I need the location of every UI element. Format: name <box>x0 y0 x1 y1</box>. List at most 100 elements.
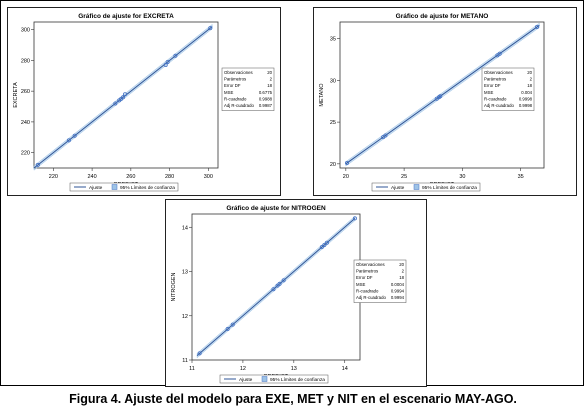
legend-ci-swatch <box>111 184 118 190</box>
stats-value: 18 <box>527 83 532 88</box>
stats-label: R-cuadrado <box>356 288 379 293</box>
y-tick-label: 12 <box>182 314 188 320</box>
data-point <box>497 51 502 56</box>
stats-label: Parámetros <box>224 77 246 82</box>
fit-line <box>345 24 540 165</box>
x-tick-label: 12 <box>240 366 246 372</box>
x-tick-label: 14 <box>342 366 348 372</box>
legend-ci-swatch <box>413 184 420 190</box>
stats-value: 0.004 <box>521 90 532 95</box>
stats-value: 2 <box>270 77 273 82</box>
x-tick-label: 300 <box>204 174 213 180</box>
legend-fit-label: Ajuste <box>239 377 253 383</box>
y-tick-label: 20 <box>330 162 336 168</box>
stats-value: 0.9988 <box>259 96 273 101</box>
data-point <box>535 25 540 30</box>
stats-value: 0.9998 <box>519 103 533 108</box>
stats-table <box>221 67 275 111</box>
data-point <box>165 59 170 64</box>
data-point <box>344 160 349 165</box>
stats-label: Adj R-cuadrado <box>356 295 386 300</box>
legend-ci-label: 95% Límites de confianza <box>270 377 325 383</box>
data-point <box>352 216 357 221</box>
stats-label: MSE <box>224 90 233 95</box>
figure-frame: Gráfico de ajuste for EXCRETA 220 240 260 28… <box>0 0 584 387</box>
data-point <box>230 322 235 327</box>
stats-table <box>481 67 535 111</box>
y-tick-label: 11 <box>182 358 188 364</box>
y-axis-label: NITROGEN <box>171 272 177 301</box>
stats-label: Adj R-cuadrado <box>224 103 254 108</box>
data-point <box>35 162 40 167</box>
stats-label: MSE <box>484 90 493 95</box>
x-tick-label: 280 <box>165 174 174 180</box>
data-point <box>66 138 71 143</box>
x-tick-label: 11 <box>189 366 195 372</box>
stats-value: 0.9987 <box>259 103 273 108</box>
data-point <box>271 287 276 292</box>
fit-plot-nitrogen: Gráfico de ajuste for NITROGEN 11 12 13 14 11… <box>165 199 427 387</box>
legend-ci-swatch <box>261 376 268 382</box>
y-tick-label: 13 <box>182 270 188 276</box>
data-point <box>281 278 286 283</box>
y-tick-label: 280 <box>21 58 30 64</box>
stats-value: 2 <box>530 77 533 82</box>
data-point <box>113 101 118 106</box>
figure-caption: Figura 4. Ajuste del modelo para EXE, ME… <box>69 392 517 406</box>
legend-ci-label: 95% Límites de confianza <box>120 185 175 191</box>
data-point <box>121 95 126 100</box>
data-point <box>383 133 388 138</box>
stats-label: Observaciones <box>484 70 513 75</box>
x-tick-label: 13 <box>291 366 297 372</box>
y-tick-label: 25 <box>330 120 336 126</box>
y-tick-label: 14 <box>182 225 188 231</box>
stats-label: Parámetros <box>484 77 506 82</box>
stats-label: Error DF <box>356 275 373 280</box>
data-point <box>163 63 168 68</box>
legend-box <box>371 182 481 192</box>
stats-label: R-cuadrado <box>484 96 507 101</box>
chart-title: Gráfico de ajuste for EXCRETA <box>78 13 174 20</box>
data-point <box>197 351 202 356</box>
data-point <box>324 240 329 245</box>
y-tick-label: 240 <box>21 120 30 126</box>
stats-value: 20 <box>267 70 272 75</box>
data-point <box>277 281 282 286</box>
stats-label: R-cuadrado <box>224 96 247 101</box>
data-point <box>225 327 230 332</box>
stats-value: 0.9998 <box>519 96 533 101</box>
y-tick-label: 30 <box>330 78 336 84</box>
y-axis-label: METANO <box>319 83 325 107</box>
stats-value: 18 <box>399 275 404 280</box>
x-tick-label: 30 <box>459 174 465 180</box>
chart-nitrogen-svg: Gráfico de ajuste for NITROGEN 11 12 13 14 11… <box>171 205 407 384</box>
stats-table <box>353 259 407 303</box>
stats-value: 2 <box>402 269 405 274</box>
stats-label: MSE <box>356 282 365 287</box>
x-tick-label: 220 <box>49 174 58 180</box>
stats-value: 0.0004 <box>391 282 405 287</box>
y-axis-label: EXCRETA <box>13 82 19 108</box>
stats-label: Error DF <box>484 83 501 88</box>
x-tick-label: 25 <box>401 174 407 180</box>
data-point <box>322 242 327 247</box>
x-tick-label: 20 <box>343 174 349 180</box>
x-tick-label: 35 <box>518 174 524 180</box>
data-point <box>72 133 77 138</box>
stats-value: 20 <box>399 262 404 267</box>
data-point <box>319 245 324 250</box>
stats-label: Parámetros <box>356 269 378 274</box>
fit-line <box>196 218 356 356</box>
y-tick-label: 300 <box>21 28 30 34</box>
stats-label: Observaciones <box>356 262 385 267</box>
stats-value: 0.9994 <box>391 295 405 300</box>
x-tick-label: 240 <box>88 174 97 180</box>
legend-ci-label: 95% Límites de confianza <box>422 185 477 191</box>
stats-value: 0.9994 <box>391 288 405 293</box>
legend-fit-label: Ajuste <box>391 185 405 191</box>
fit-plot-excreta: Gráfico de ajuste for EXCRETA 220 240 260 28… <box>7 7 281 196</box>
data-point <box>123 92 128 97</box>
legend-box <box>69 182 179 192</box>
legend-box <box>219 374 329 384</box>
